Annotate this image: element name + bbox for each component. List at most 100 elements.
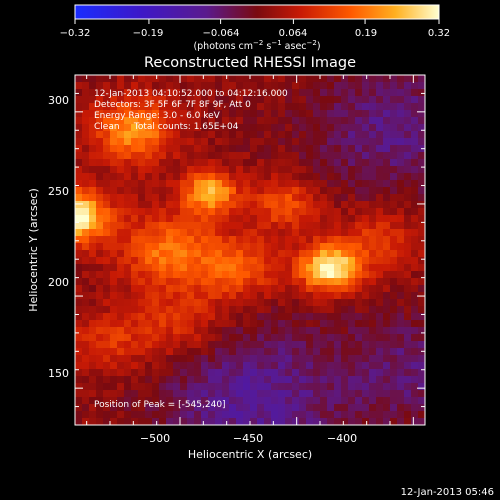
heatmap-cell — [327, 194, 335, 202]
heatmap-cell — [257, 250, 265, 258]
heatmap-cell — [110, 103, 118, 111]
heatmap-cell — [306, 222, 314, 230]
heatmap-cell — [159, 138, 167, 146]
heatmap-cell — [152, 145, 160, 153]
heatmap-cell — [159, 292, 167, 300]
heatmap-cell — [390, 306, 398, 314]
heatmap-cell — [124, 96, 132, 104]
heatmap-cell — [180, 145, 188, 153]
heatmap-cell — [278, 138, 286, 146]
heatmap-cell — [138, 313, 146, 321]
heatmap-cell — [292, 180, 300, 188]
heatmap-cell — [103, 264, 111, 272]
heatmap-cell — [397, 187, 405, 195]
heatmap-cell — [264, 278, 272, 286]
heatmap-cell — [257, 341, 265, 349]
heatmap-cell — [411, 215, 419, 223]
heatmap-cell — [257, 103, 265, 111]
heatmap-cell — [117, 404, 125, 412]
heatmap-cell — [236, 404, 244, 412]
heatmap-cell — [320, 96, 328, 104]
heatmap-cell — [285, 103, 293, 111]
heatmap-cell — [236, 75, 244, 83]
heatmap-cell — [271, 96, 279, 104]
heatmap-cell — [397, 334, 405, 342]
heatmap-cell — [418, 411, 426, 419]
heatmap-cell — [278, 208, 286, 216]
heatmap-cell — [376, 96, 384, 104]
heatmap-cell — [236, 418, 244, 426]
heatmap-cell — [117, 257, 125, 265]
heatmap-cell — [75, 376, 83, 384]
heatmap-cell — [348, 418, 356, 426]
heatmap-cell — [180, 355, 188, 363]
heatmap-cell — [110, 222, 118, 230]
heatmap-cell — [334, 397, 342, 405]
heatmap-cell — [152, 334, 160, 342]
heatmap-cell — [383, 278, 391, 286]
heatmap-cell — [131, 89, 139, 97]
heatmap-cell — [376, 285, 384, 293]
heatmap-cell — [355, 103, 363, 111]
heatmap-cell — [89, 334, 97, 342]
heatmap-cell — [75, 250, 83, 258]
heatmap-cell — [173, 194, 181, 202]
heatmap-cell — [173, 285, 181, 293]
heatmap-cell — [271, 117, 279, 125]
heatmap-cell — [292, 264, 300, 272]
heatmap-cell — [166, 299, 174, 307]
heatmap-cell — [166, 208, 174, 216]
heatmap-cell — [348, 187, 356, 195]
heatmap-cell — [397, 194, 405, 202]
heatmap-cell — [103, 215, 111, 223]
heatmap-cell — [376, 222, 384, 230]
heatmap-cell — [369, 243, 377, 251]
heatmap-cell — [390, 278, 398, 286]
heatmap-cell — [383, 187, 391, 195]
heatmap-cell — [327, 187, 335, 195]
heatmap-cell — [159, 173, 167, 181]
heatmap-cell — [355, 341, 363, 349]
heatmap-cell — [383, 117, 391, 125]
heatmap-cell — [355, 411, 363, 419]
heatmap-cell — [96, 320, 104, 328]
heatmap-cell — [138, 299, 146, 307]
heatmap-cell — [208, 159, 216, 167]
heatmap-cell — [418, 390, 426, 398]
heatmap-cell — [159, 285, 167, 293]
heatmap-cell — [369, 152, 377, 160]
heatmap-cell — [341, 110, 349, 118]
heatmap-cell — [215, 145, 223, 153]
heatmap-cell — [299, 96, 307, 104]
heatmap-cell — [208, 257, 216, 265]
heatmap-cell — [285, 411, 293, 419]
heatmap-cell — [208, 131, 216, 139]
heatmap-cell — [208, 404, 216, 412]
heatmap-cell — [166, 334, 174, 342]
heatmap-cell — [194, 124, 202, 132]
heatmap-cell — [348, 236, 356, 244]
heatmap-cell — [327, 82, 335, 90]
heatmap-cell — [376, 418, 384, 426]
heatmap-cell — [201, 201, 209, 209]
heatmap-cell — [292, 215, 300, 223]
heatmap-cell — [250, 166, 258, 174]
heatmap-cell — [201, 187, 209, 195]
heatmap-cell — [173, 75, 181, 83]
heatmap-cell — [187, 348, 195, 356]
heatmap-cell — [362, 236, 370, 244]
heatmap-cell — [313, 327, 321, 335]
heatmap-cell — [404, 292, 412, 300]
heatmap-cell — [362, 348, 370, 356]
heatmap-cell — [327, 313, 335, 321]
heatmap-cell — [96, 292, 104, 300]
heatmap-cell — [201, 166, 209, 174]
heatmap-cell — [215, 96, 223, 104]
heatmap-cell — [215, 243, 223, 251]
heatmap-cell — [327, 159, 335, 167]
heatmap-cell — [292, 110, 300, 118]
heatmap-cell — [271, 341, 279, 349]
heatmap-cell — [124, 411, 132, 419]
heatmap-cell — [208, 383, 216, 391]
heatmap-cell — [152, 411, 160, 419]
